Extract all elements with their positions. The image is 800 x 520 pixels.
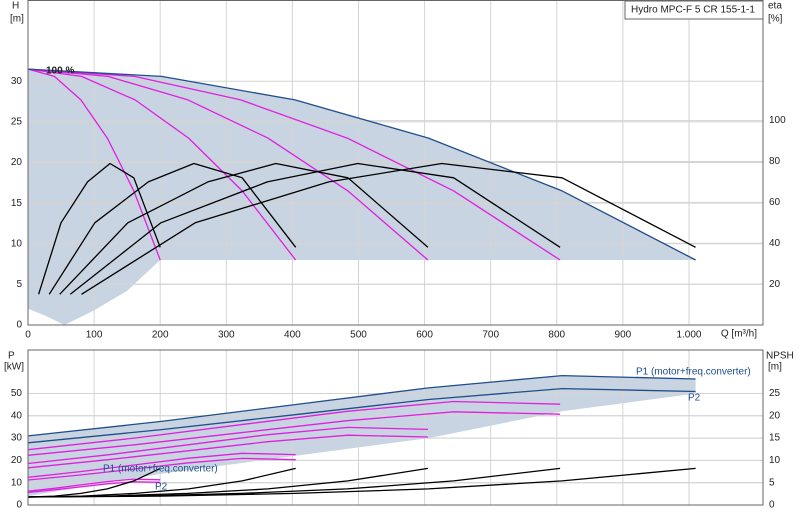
curve bbox=[27, 411, 561, 456]
y2-tick-label: 20 bbox=[769, 410, 781, 421]
y2-tick-label: 40 bbox=[769, 238, 781, 249]
y-tick-label: 0 bbox=[16, 500, 22, 511]
x-tick-label: 100 bbox=[86, 330, 103, 341]
x-tick-label: 700 bbox=[482, 330, 499, 341]
y2-axis-unit: [m] bbox=[768, 362, 782, 373]
y-tick-label: 25 bbox=[11, 117, 23, 128]
curve bbox=[27, 467, 696, 498]
title-box bbox=[624, 0, 764, 20]
curve bbox=[27, 387, 696, 444]
annotation: P1 (motor+freq.converter) bbox=[103, 464, 218, 475]
y-tick-label: 50 bbox=[11, 388, 23, 399]
plot-frame bbox=[27, 0, 764, 326]
y2-tick-label: 60 bbox=[769, 197, 781, 208]
annotation: 100 % bbox=[46, 66, 74, 77]
curve bbox=[27, 68, 429, 261]
y-tick-label: 15 bbox=[11, 198, 23, 209]
curve bbox=[48, 162, 297, 295]
y2-tick-label: 100 bbox=[769, 115, 786, 126]
line-layer bbox=[27, 68, 696, 498]
x-tick-label: 400 bbox=[284, 330, 301, 341]
curve bbox=[27, 68, 161, 261]
curve bbox=[27, 434, 428, 469]
x-tick-label: 1.000 bbox=[676, 330, 701, 341]
y-tick-label: 20 bbox=[11, 455, 23, 466]
y-tick-label: 10 bbox=[11, 477, 23, 488]
y-tick-label: 30 bbox=[11, 76, 23, 87]
x-tick-label: 600 bbox=[416, 330, 433, 341]
y2-axis-label: NPSH bbox=[766, 351, 794, 362]
curve bbox=[27, 400, 561, 451]
x-tick-label: 500 bbox=[350, 330, 367, 341]
y-tick-label: 5 bbox=[16, 279, 22, 290]
plot-frame bbox=[27, 349, 764, 506]
annotation: P2 bbox=[155, 482, 168, 493]
curve bbox=[27, 452, 296, 478]
curve bbox=[27, 457, 296, 481]
curve bbox=[27, 68, 696, 261]
y2-tick-label: 10 bbox=[769, 455, 781, 466]
y2-axis-unit: [%] bbox=[768, 14, 783, 25]
x-tick-label: 800 bbox=[548, 330, 565, 341]
x-tick-label: 200 bbox=[152, 330, 169, 341]
curve bbox=[27, 68, 297, 261]
x-axis-label: Q [m³/h] bbox=[721, 329, 757, 340]
y-tick-label: 20 bbox=[11, 157, 23, 168]
y-tick-label: 30 bbox=[11, 433, 23, 444]
y-axis-label: H bbox=[12, 1, 19, 12]
curve bbox=[81, 162, 696, 295]
curve bbox=[27, 374, 696, 437]
y-axis-unit: [m] bbox=[10, 14, 24, 25]
chart-title: Hydro MPC-F 5 CR 155-1-1 bbox=[631, 5, 755, 16]
x-tick-label: 900 bbox=[615, 330, 632, 341]
y2-tick-label: 0 bbox=[769, 500, 775, 511]
y-tick-label: 10 bbox=[11, 238, 23, 249]
curve bbox=[27, 426, 428, 465]
y2-tick-label: 25 bbox=[769, 388, 781, 399]
y2-tick-label: 15 bbox=[769, 433, 781, 444]
y-axis-label: P bbox=[8, 351, 15, 362]
y-tick-label: 0 bbox=[16, 320, 22, 331]
y2-axis-label: eta bbox=[768, 1, 782, 12]
y2-tick-label: 20 bbox=[769, 279, 781, 290]
annotation: P1 (motor+freq.converter) bbox=[636, 367, 751, 378]
curve bbox=[27, 481, 161, 494]
y-axis-unit: [kW] bbox=[4, 362, 24, 373]
curve bbox=[59, 162, 429, 295]
y2-tick-label: 5 bbox=[769, 477, 775, 488]
x-tick-label: 300 bbox=[218, 330, 235, 341]
y2-tick-label: 80 bbox=[769, 156, 781, 167]
range-area bbox=[28, 69, 696, 325]
y-tick-label: 40 bbox=[11, 410, 23, 421]
curve bbox=[69, 162, 561, 295]
curve bbox=[27, 68, 561, 261]
x-tick-label: 0 bbox=[25, 330, 31, 341]
annotation: P2 bbox=[688, 393, 701, 404]
